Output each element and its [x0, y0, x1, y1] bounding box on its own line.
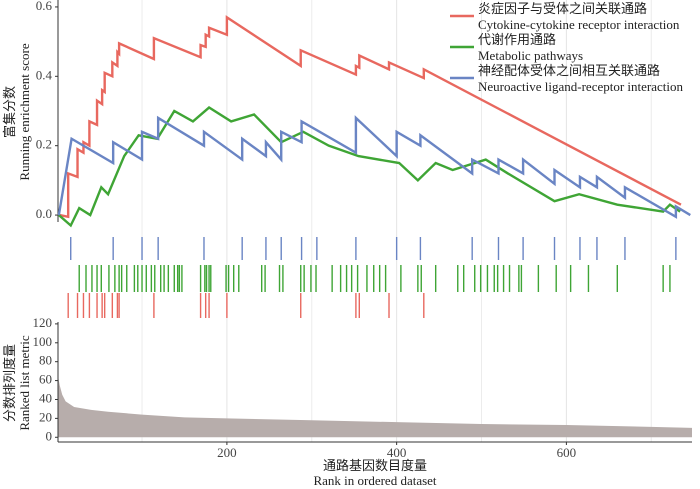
legend-label: Metabolic pathways	[478, 48, 583, 63]
x-axis-title: Rank in ordered dataset	[313, 473, 436, 488]
es-line	[58, 106, 681, 228]
y-tick-label: 0.4	[36, 67, 53, 82]
x-axis-title: 通路基因数目度量	[323, 458, 427, 473]
y-tick-label: 60	[39, 372, 52, 387]
y-tick-label: 0.6	[36, 0, 53, 13]
x-tick-label: 600	[557, 445, 577, 460]
legend-label: Cytokine-cytokine receptor interaction	[478, 17, 680, 32]
es-line	[57, 115, 691, 219]
y-axis-title: Running enrichment score	[17, 43, 32, 180]
y-tick-label: 120	[33, 315, 53, 330]
es-line	[59, 15, 682, 219]
y-tick-label: 100	[33, 334, 53, 349]
y-tick-label: 0	[46, 428, 53, 443]
y-tick-label: 20	[39, 409, 52, 424]
y-tick-label: 80	[39, 353, 52, 368]
y-tick-label: 0.2	[36, 137, 52, 152]
y-axis-title: Ranked list metric	[17, 335, 32, 431]
x-tick-label: 200	[217, 445, 237, 460]
x-tick-label: 400	[387, 445, 407, 460]
legend-label: 代谢作用通路	[478, 32, 556, 47]
y-axis-title: 分数排列度量	[2, 344, 17, 422]
legend-label: 炎症因子与受体之间关联通路	[478, 1, 647, 16]
y-tick-label: 0.0	[36, 206, 52, 221]
y-tick-label: 40	[39, 390, 52, 405]
legend-label: 神经配体受体之间相互关联通路	[478, 63, 660, 78]
metric-area	[58, 375, 692, 438]
legend-label: Neuroactive ligand-receptor interaction	[478, 79, 684, 94]
y-axis-title: 富集分数	[2, 86, 17, 138]
